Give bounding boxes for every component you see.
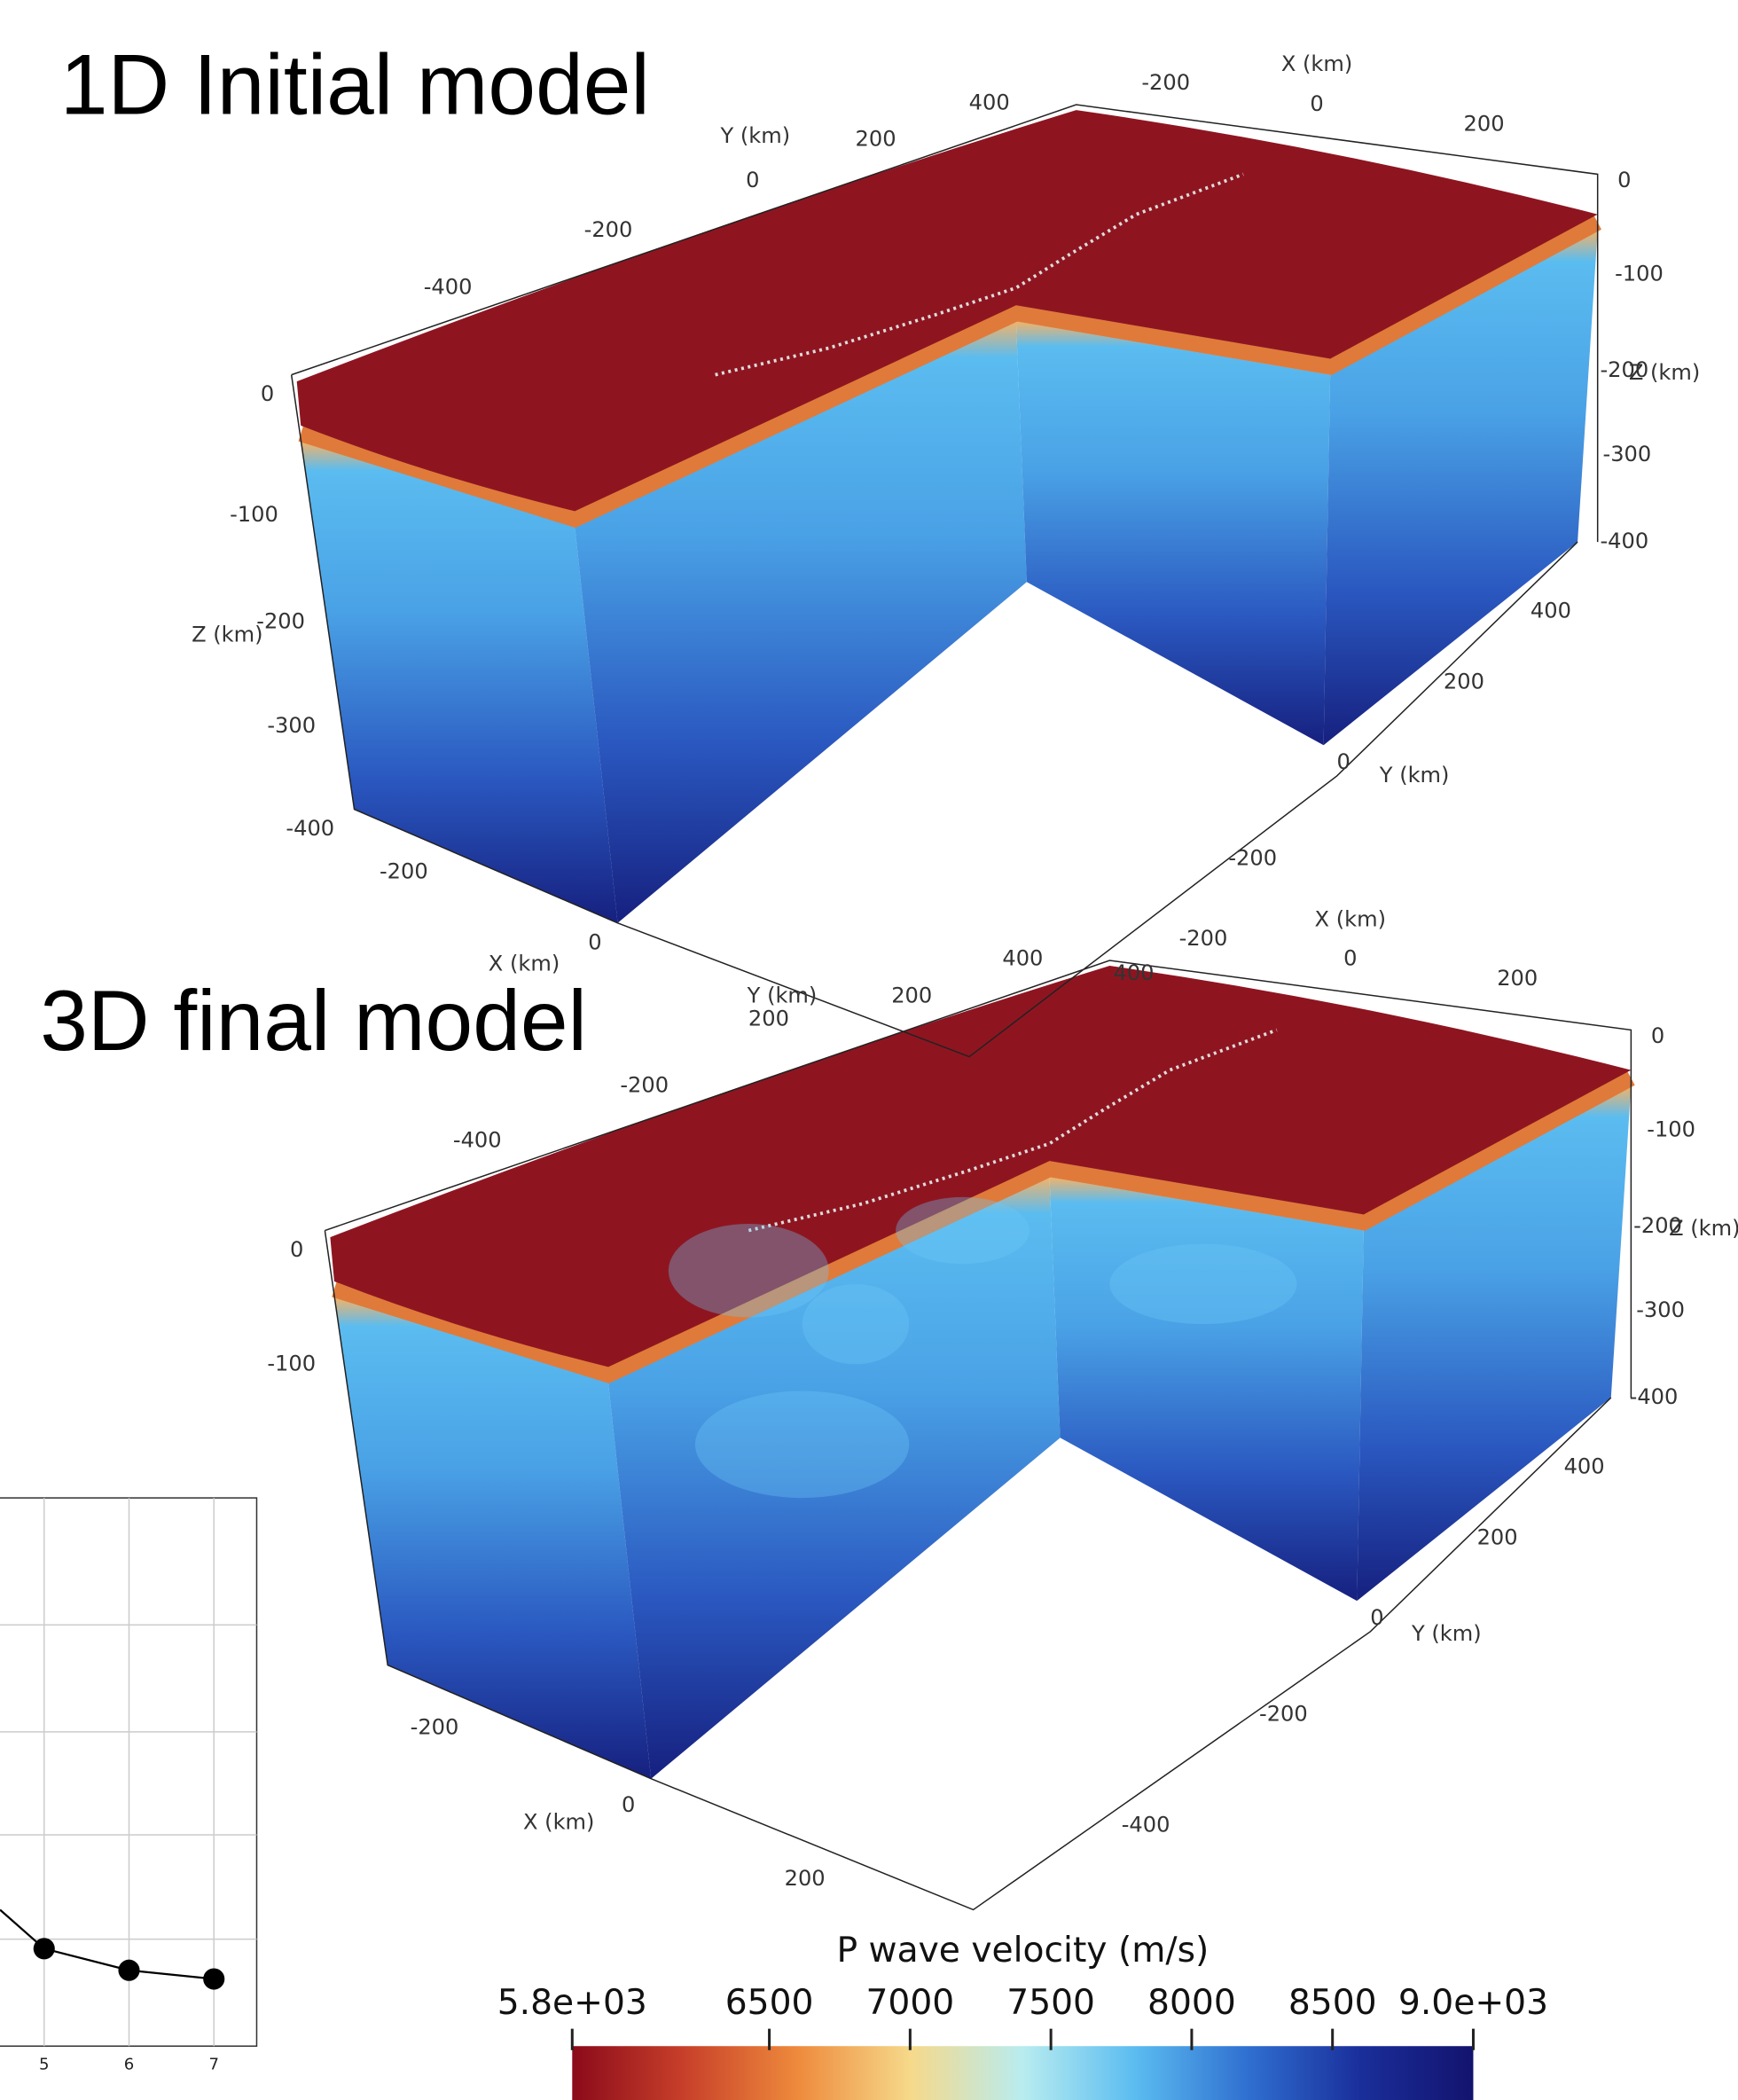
- axis-label: -300: [267, 713, 316, 738]
- axis-label: -200: [1228, 845, 1277, 870]
- axis-label: 200: [1444, 669, 1484, 693]
- axis-label: -200: [380, 858, 428, 883]
- inset-chart: 5 6 7: [0, 1498, 256, 2073]
- axis-label: X (km): [1315, 907, 1386, 932]
- axis-label: X (km): [489, 952, 560, 976]
- axis-label: -300: [1636, 1297, 1685, 1322]
- face: [1050, 1177, 1364, 1601]
- axis-label: Y (km): [747, 983, 818, 1008]
- panel-title: 3D final model: [40, 974, 587, 1069]
- axis-label: -400: [1122, 1812, 1170, 1837]
- colorbar-tick-label: 9.0e+03: [1398, 1983, 1548, 2023]
- axis-label: -100: [230, 502, 278, 527]
- axis-label: 200: [1497, 966, 1538, 991]
- axis-label: 400: [969, 90, 1010, 115]
- axis-label: -400: [453, 1128, 502, 1153]
- anomaly: [669, 1224, 829, 1318]
- inset-tick-label: 6: [124, 2055, 135, 2073]
- axis-label: 0: [622, 1792, 635, 1817]
- axis-label: -200: [620, 1073, 669, 1098]
- axis-label: -300: [1603, 442, 1652, 466]
- colorbar-tick-label: 7500: [1006, 1983, 1095, 2023]
- inset-point: [34, 1938, 55, 1959]
- axis-label: 400: [1002, 945, 1043, 970]
- axis-label: 200: [1464, 112, 1505, 137]
- axis-label: 400: [1114, 960, 1155, 985]
- colorbar-tick-label: 8000: [1147, 1983, 1236, 2023]
- panel-title: 1D Initial model: [60, 37, 650, 132]
- axis-label: -400: [1630, 1384, 1679, 1409]
- axis-label: 0: [1651, 1023, 1664, 1048]
- axis-label: 0: [1337, 749, 1350, 774]
- axis-label: -200: [1141, 70, 1190, 95]
- axis-label: 0: [1310, 91, 1323, 116]
- inset-point: [203, 1968, 224, 1989]
- anomaly: [1109, 1244, 1296, 1324]
- axis-label: 200: [1477, 1524, 1518, 1549]
- colorbar-title: P wave velocity (m/s): [836, 1931, 1209, 1971]
- figure: 5 6 7 1D Initial model X (km) -200 0 200 400 Y (…: [0, 0, 1738, 2100]
- colorbar-tick-label: 6500: [725, 1983, 814, 2023]
- axis-label: 0: [588, 929, 601, 954]
- axis-label: 200: [856, 126, 896, 151]
- inset-tick-label: 7: [208, 2055, 219, 2073]
- axis-label: 400: [1531, 598, 1571, 623]
- axis-label: Y (km): [720, 123, 791, 148]
- axis-label: 400: [1564, 1454, 1605, 1478]
- axis-label: -400: [286, 816, 334, 841]
- axis-label: 0: [1370, 1605, 1383, 1630]
- axis-label: 0: [1617, 168, 1631, 192]
- axis-label: Z (km): [192, 623, 262, 647]
- axis-label: 0: [290, 1237, 303, 1262]
- axis-label: 200: [785, 1866, 826, 1891]
- axis-label: -100: [1647, 1117, 1695, 1141]
- axis-label: -100: [1615, 262, 1664, 286]
- axis-label: X (km): [1281, 51, 1352, 76]
- axis-label: X (km): [523, 1809, 594, 1834]
- colorbar-tick-label: 7000: [865, 1983, 954, 2023]
- inset-tick-label: 5: [39, 2055, 50, 2073]
- colorbar-tick-label: 8500: [1288, 1983, 1377, 2023]
- axis-label: Y (km): [1411, 1621, 1482, 1646]
- axis-label: Z (km): [1629, 360, 1700, 385]
- axis-label: -200: [256, 609, 305, 634]
- axis-label: -200: [1179, 926, 1228, 951]
- face: [1016, 321, 1330, 745]
- model-box: [330, 966, 1631, 1779]
- anomaly: [896, 1197, 1029, 1264]
- axis-label: -200: [1259, 1701, 1308, 1726]
- axis-label: 200: [891, 983, 932, 1008]
- page: {"panels":[ {"title":"1D Initial model",…: [0, 0, 1738, 2100]
- axis-label: -200: [584, 217, 633, 242]
- axis-label: Y (km): [1379, 763, 1450, 788]
- axis-label: -100: [267, 1351, 316, 1375]
- axis-label: 0: [1343, 945, 1357, 970]
- inset-point: [118, 1960, 139, 1981]
- axis-label: Z (km): [1669, 1216, 1738, 1241]
- axis-label: -400: [424, 275, 473, 300]
- colorbar: [572, 2046, 1473, 2100]
- axis-label: -200: [411, 1714, 459, 1739]
- anomaly: [802, 1284, 910, 1364]
- axis-label: 200: [748, 1006, 789, 1030]
- axis-label: 0: [261, 381, 274, 406]
- anomaly: [695, 1391, 909, 1498]
- axis-label: 0: [746, 168, 759, 192]
- axis-label: -400: [1600, 529, 1648, 553]
- colorbar-tick-label: 5.8e+03: [497, 1983, 647, 2023]
- model-box: [297, 110, 1598, 923]
